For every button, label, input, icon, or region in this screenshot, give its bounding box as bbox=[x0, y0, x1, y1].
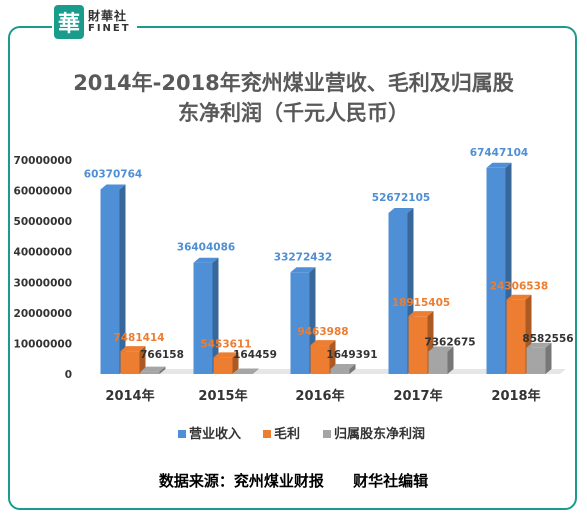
bar-归属股东净利润 bbox=[233, 373, 253, 374]
data-label: 8582556 bbox=[522, 333, 573, 345]
bar-毛利 bbox=[408, 316, 428, 374]
bar-毛利 bbox=[213, 357, 233, 374]
y-tick-label: 60000000 bbox=[14, 186, 72, 198]
bar-top bbox=[428, 346, 454, 352]
bar-top bbox=[140, 366, 166, 372]
bar-归属股东净利润 bbox=[428, 351, 448, 374]
bar-营业收入 bbox=[486, 167, 506, 374]
bar-side bbox=[212, 257, 219, 374]
data-label: 24306538 bbox=[490, 281, 548, 293]
bar-top bbox=[213, 352, 239, 358]
bar-top bbox=[290, 267, 316, 273]
legend-swatch bbox=[323, 430, 331, 438]
bar-top bbox=[408, 311, 434, 317]
source-text: 数据来源：兖州煤业财报 bbox=[158, 472, 324, 490]
bar-side bbox=[252, 368, 259, 374]
bar-side bbox=[349, 363, 356, 374]
y-tick-label: 30000000 bbox=[14, 277, 72, 289]
bar-side bbox=[545, 342, 552, 374]
bar-side bbox=[159, 366, 166, 374]
bar-top bbox=[233, 368, 259, 374]
bar-top bbox=[506, 294, 532, 300]
bar-归属股东净利润 bbox=[330, 368, 350, 374]
bar-top bbox=[310, 340, 336, 346]
x-tick-label: 2016年 bbox=[295, 388, 344, 404]
y-tick-label: 70000000 bbox=[14, 155, 72, 167]
y-tick-label: 10000000 bbox=[14, 338, 72, 350]
bar-top bbox=[526, 342, 552, 348]
data-label: 7481414 bbox=[113, 332, 164, 344]
bar-side bbox=[232, 352, 239, 374]
brand-name-en: FINET bbox=[88, 23, 131, 34]
bar-营业收入 bbox=[193, 262, 213, 374]
legend-label: 毛利 bbox=[274, 426, 300, 442]
bar-营业收入 bbox=[388, 212, 408, 374]
data-label: 60370764 bbox=[84, 168, 142, 180]
data-label: 164459 bbox=[233, 349, 277, 361]
data-label: 9463988 bbox=[297, 326, 348, 338]
data-label: 36404086 bbox=[177, 242, 235, 254]
bar-归属股东净利润 bbox=[140, 371, 160, 374]
logo-mark-icon: 華 bbox=[54, 5, 84, 39]
editor-text: 财华社编辑 bbox=[353, 472, 429, 490]
data-label: 18915405 bbox=[392, 297, 450, 309]
bar-side bbox=[139, 346, 146, 374]
legend-swatch bbox=[263, 430, 271, 438]
data-label: 52672105 bbox=[372, 192, 430, 204]
x-tick-label: 2015年 bbox=[198, 388, 247, 404]
x-tick-label: 2018年 bbox=[491, 388, 540, 404]
bar-side bbox=[119, 184, 126, 374]
y-tick-label: 0 bbox=[65, 369, 72, 381]
bar-营业收入 bbox=[290, 272, 310, 374]
y-tick-label: 20000000 bbox=[14, 308, 72, 320]
data-label: 67447104 bbox=[470, 147, 528, 159]
data-label: 1649391 bbox=[326, 349, 377, 361]
data-label: 7362675 bbox=[424, 336, 475, 348]
y-tick-label: 50000000 bbox=[14, 216, 72, 228]
bar-side bbox=[329, 340, 336, 374]
bar-毛利 bbox=[310, 345, 330, 374]
legend-label: 归属股东净利润 bbox=[334, 426, 425, 442]
bar-归属股东净利润 bbox=[526, 347, 546, 374]
x-tick-label: 2017年 bbox=[393, 388, 442, 404]
bar-top bbox=[193, 257, 219, 263]
bar-top bbox=[388, 207, 414, 213]
bar-top bbox=[486, 162, 512, 168]
chart-title-line2: 东净利润（千元人民币） bbox=[178, 101, 409, 125]
legend-label: 营业收入 bbox=[189, 426, 241, 442]
source-note: 数据来源：兖州煤业财报 财华社编辑 bbox=[0, 470, 587, 491]
data-label: 5453611 bbox=[200, 338, 251, 350]
data-label: 33272432 bbox=[274, 251, 332, 263]
bar-top bbox=[100, 184, 126, 190]
chart-title-line1: 2014年-2018年兖州煤业营收、毛利及归属股 bbox=[73, 71, 514, 95]
x-tick-label: 2014年 bbox=[105, 388, 154, 404]
bar-营业收入 bbox=[100, 189, 120, 374]
brand-name-cn: 財華社 bbox=[88, 9, 128, 23]
legend-swatch bbox=[178, 430, 186, 438]
data-label: 766158 bbox=[140, 349, 184, 361]
bar-top bbox=[120, 346, 146, 352]
brand-logo: 華 財華社 FINET bbox=[52, 3, 137, 41]
bar-毛利 bbox=[120, 351, 140, 374]
y-tick-label: 40000000 bbox=[14, 247, 72, 259]
bar-top bbox=[330, 363, 356, 369]
bar-side bbox=[447, 346, 454, 374]
bar-毛利 bbox=[506, 299, 526, 374]
